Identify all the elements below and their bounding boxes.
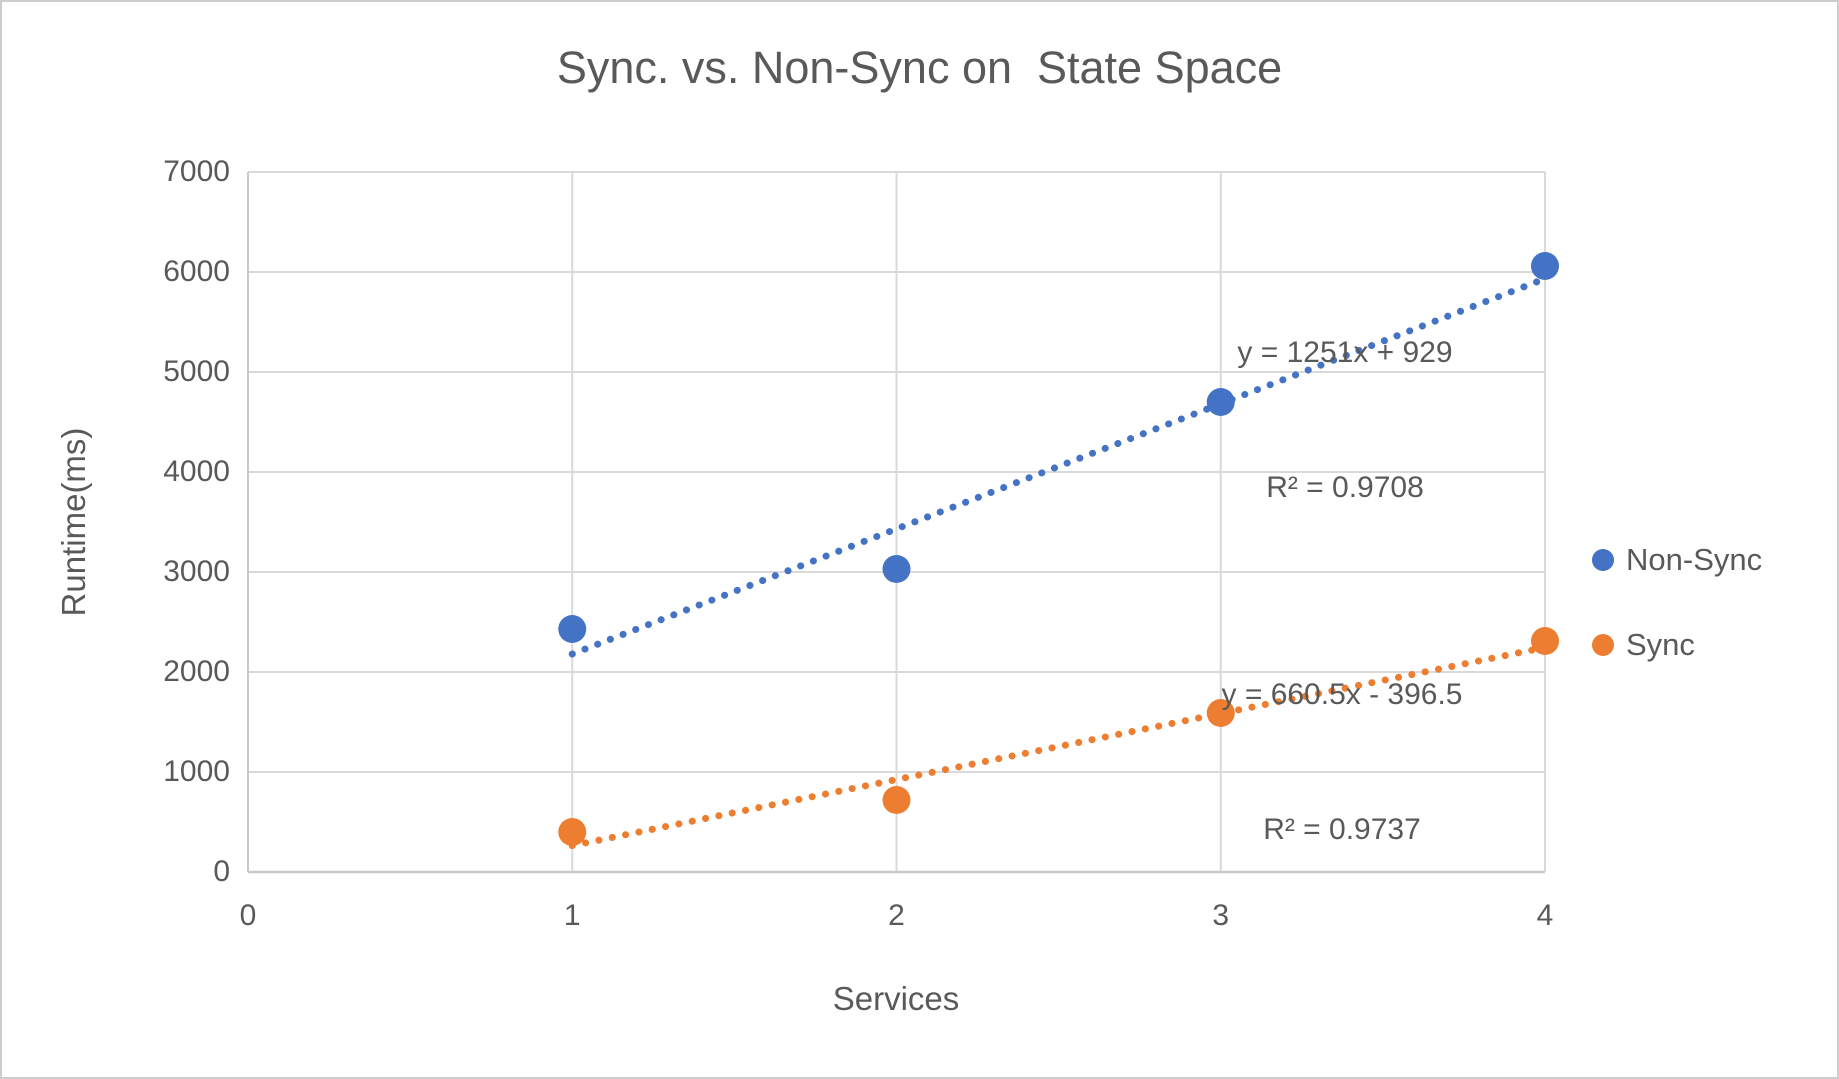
point-non-sync-2: [882, 555, 911, 583]
chart-title: Sync. vs. Non-Sync on State Space: [556, 42, 1283, 93]
trendline-label-sync: y = 660.5x - 396.5 R² = 0.9737: [1142, 582, 1542, 897]
x-tick-label-1: 1: [563, 899, 581, 932]
point-non-sync-1: [558, 615, 587, 643]
y-tick-label-0: 0: [213, 855, 230, 888]
trendline-sync: [568, 643, 1549, 850]
point-sync-1: [558, 818, 587, 846]
y-tick-label-2000: 2000: [163, 655, 230, 688]
y-tick-label-5000: 5000: [163, 355, 230, 388]
point-sync-4: [1531, 627, 1559, 655]
x-tick-label-0: 0: [239, 899, 257, 932]
legend-marker-icon-non-sync: [1592, 549, 1614, 571]
legend-label-non-sync: Non-Sync: [1626, 542, 1763, 577]
legend-item-non-sync: Non-Sync: [1592, 535, 1762, 585]
y-tick-label-1000: 1000: [163, 755, 230, 788]
plot-svg: [247, 171, 1559, 874]
point-sync-3: [1206, 699, 1235, 727]
x-tick-label-4: 4: [1536, 899, 1554, 932]
legend-marker-icon-sync: [1592, 634, 1614, 656]
point-non-sync-3: [1206, 388, 1235, 416]
point-non-sync-4: [1531, 252, 1559, 280]
x-tick-label-2: 2: [888, 899, 905, 932]
trendline-r-squared-non-sync: R² = 0.9708: [1266, 471, 1424, 504]
y-tick-label-7000: 7000: [163, 155, 230, 188]
trendline-r-squared-sync: R² = 0.9737: [1263, 813, 1421, 846]
trendline-non-sync: [568, 275, 1549, 658]
y-tick-label-4000: 4000: [163, 455, 230, 488]
y-tick-label-3000: 3000: [163, 555, 230, 588]
x-tick-label-3: 3: [1212, 899, 1230, 932]
legend: Non-Sync Sync: [1592, 535, 1762, 670]
point-sync-2: [882, 786, 911, 814]
trendline-equation-non-sync: y = 1251x + 929: [1237, 336, 1453, 369]
trendline-label-non-sync: y = 1251x + 929 R² = 0.9708: [1145, 240, 1545, 555]
x-axis-title: Services: [832, 980, 960, 1017]
y-tick-label-6000: 6000: [163, 255, 230, 288]
y-axis-title: Runtime(ms): [55, 427, 92, 617]
legend-item-sync: Sync: [1592, 620, 1762, 670]
legend-label-sync: Sync: [1626, 627, 1695, 662]
trendline-equation-sync: y = 660.5x - 396.5: [1221, 678, 1463, 711]
